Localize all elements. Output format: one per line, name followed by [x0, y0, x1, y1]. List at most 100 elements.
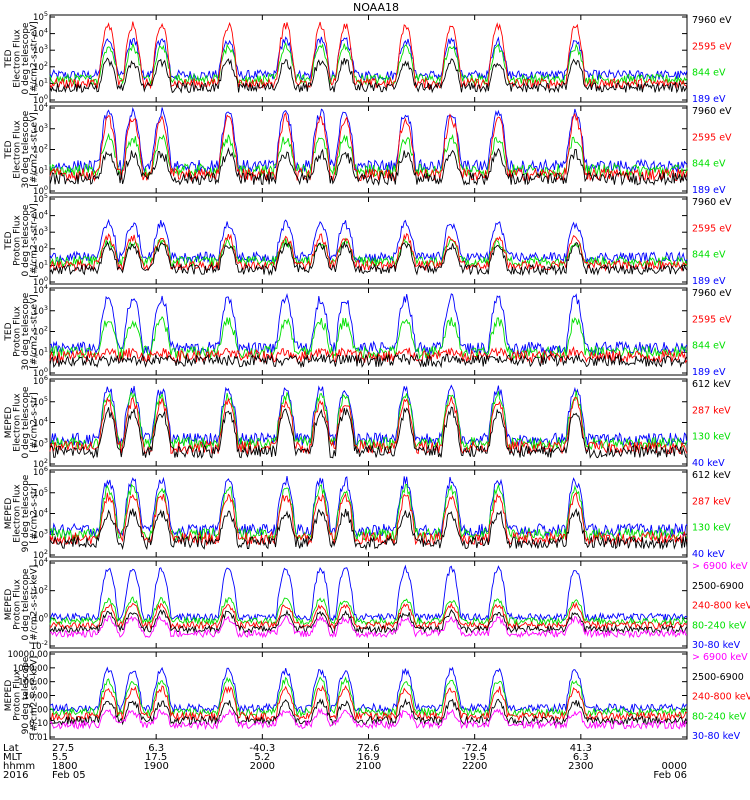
legend-entry: 240-800 keV: [692, 692, 750, 703]
legend-entry: 189 eV: [692, 185, 726, 196]
footer-lat: 6.3: [148, 743, 164, 754]
footer-hhmm: 2300: [568, 761, 593, 772]
y-axis-label: TEDElectron Flux0 deg telescope[#/cm2-s-…: [4, 21, 40, 96]
chart-title: NOAA18: [353, 1, 399, 14]
legend-entry: 7960 eV: [692, 106, 732, 117]
footer-mlt: 17.5: [145, 752, 167, 763]
series-line-2595-ev: [49, 346, 688, 364]
y-tick-label: 104: [33, 101, 48, 114]
series-line-40-kev: [49, 384, 688, 447]
legend-entry: 2595 eV: [692, 223, 732, 234]
y-tick-label: 104: [33, 507, 48, 520]
series-line-80-240-kev: [49, 676, 688, 718]
footer-hhmm: 1800: [52, 761, 77, 772]
y-tick-label: 105: [33, 10, 48, 23]
y-tick-label: 100.00: [18, 678, 48, 688]
footer-hhmm: 0000: [662, 761, 687, 772]
series-line-7960-ev: [49, 352, 688, 369]
legend-entry: 612 keV: [692, 379, 731, 390]
y-tick-label: 101: [33, 163, 48, 176]
y-axis-label: MEPEDProton Flux90 deg telescope[#/cm2-s…: [4, 656, 40, 735]
legend-entry: 287 keV: [692, 496, 731, 507]
y-axis-label: TEDProton Flux0 deg telescope[#/cm2-s-st…: [4, 203, 40, 278]
footer-lat: 41.3: [570, 743, 592, 754]
y-tick-label: 100: [33, 366, 48, 379]
y-tick-label: 102: [33, 457, 48, 470]
series-line-7960-ev: [49, 57, 688, 94]
y-axis-label: TEDProton Flux30 deg telescope[#/cm2-s-s…: [4, 292, 40, 370]
legend-entry: 7960 eV: [692, 197, 732, 208]
footer-hhmm: 2200: [462, 761, 487, 772]
y-tick-label: 10.00: [24, 692, 48, 702]
y-tick-label: 102: [33, 60, 48, 73]
legend-entry: 80-240 keV: [692, 620, 747, 631]
series-line--6900-kev: [49, 707, 688, 731]
series-line--6900-kev: [49, 615, 688, 639]
footer-row-label: hhmm: [3, 761, 35, 772]
y-tick-label: 104: [33, 209, 48, 222]
legend-entry: 844 eV: [692, 341, 726, 352]
legend-entry: 189 eV: [692, 367, 726, 378]
y-tick-label: 102: [33, 325, 48, 338]
y-tick-label: 100: [33, 611, 48, 624]
legend-entry: 844 eV: [692, 68, 726, 79]
legend-entry: 130 keV: [692, 523, 731, 534]
y-tick-label: 105: [33, 192, 48, 205]
y-tick-label: 104: [33, 283, 48, 296]
y-tick-label: 100: [33, 184, 48, 197]
panel-frame: [49, 287, 688, 376]
panel-frame: [49, 469, 688, 558]
y-tick-label: 105: [33, 395, 48, 408]
legend-entry: 40 keV: [692, 549, 725, 560]
y-tick-label: 0.01: [29, 733, 48, 743]
series-line-2595-ev: [49, 21, 688, 90]
y-tick-label: 1.00: [29, 705, 48, 715]
legend-entry: 844 eV: [692, 159, 726, 170]
series-line-30-80-kev: [49, 564, 688, 622]
legend-entry: 40 keV: [692, 458, 725, 469]
series-line-189-ev: [49, 106, 688, 174]
footer-lat: -40.3: [249, 743, 275, 754]
legend-entry: 2595 eV: [692, 132, 732, 143]
legend-entry: 189 eV: [692, 276, 726, 287]
y-tick-label: 103: [33, 122, 48, 135]
series-line-612-kev: [49, 507, 688, 551]
legend-entry: 2595 eV: [692, 314, 732, 325]
footer-hhmm: 1900: [143, 761, 168, 772]
y-tick-label: 102: [33, 584, 48, 597]
legend-entry: 612 keV: [692, 470, 731, 481]
y-tick-label: 106: [33, 465, 48, 478]
y-tick-label: 106: [33, 374, 48, 387]
legend-entry: > 6900 keV: [692, 561, 748, 572]
legend-entry: 240-800 keV: [692, 601, 750, 612]
footer-date: Feb 05: [52, 770, 86, 781]
legend-entry: 7960 eV: [692, 288, 732, 299]
y-tick-label: 103: [33, 225, 48, 238]
series-line-130-kev: [49, 390, 688, 451]
footer-mlt: 16.9: [357, 752, 379, 763]
footer-mlt: 6.3: [573, 752, 589, 763]
series-line-844-ev: [49, 41, 688, 86]
series-line-7960-ev: [49, 240, 688, 277]
y-tick-label: 103: [33, 43, 48, 56]
footer-date: Feb 06: [653, 770, 687, 781]
series-line-30-80-kev: [49, 666, 688, 714]
series-line-130-kev: [49, 483, 688, 542]
legend-entry: 2500-6900: [692, 581, 744, 592]
legend-entry: 30-80 keV: [692, 640, 741, 651]
series-line-189-ev: [49, 293, 688, 356]
y-tick-label: 100: [33, 275, 48, 288]
footer-row-label: 2016: [3, 770, 28, 781]
footer-row-label: Lat: [3, 743, 19, 754]
y-tick-label: 100: [33, 93, 48, 106]
series-line-287-kev: [49, 396, 688, 456]
footer-mlt: 5.2: [254, 752, 270, 763]
series-line-2595-ev: [49, 112, 688, 182]
footer-lat: 72.6: [357, 743, 379, 754]
panel-meped-proton-90: 0.01 0.10 1.00 10.00 100.00 1000.00 10000.00ME…: [4, 650, 750, 743]
